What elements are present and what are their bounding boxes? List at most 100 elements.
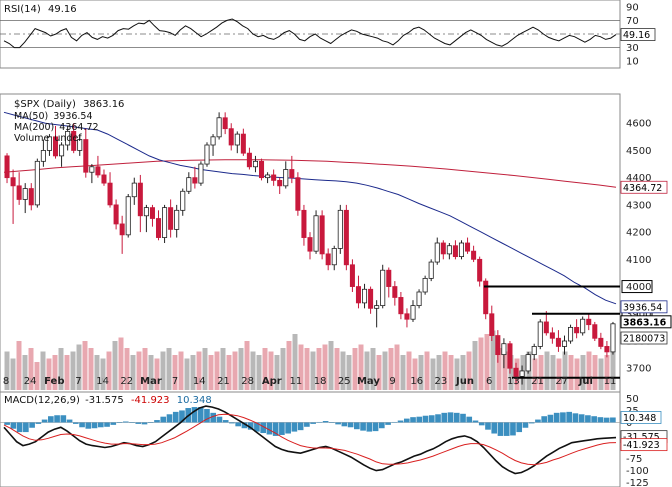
x-tick-label: 11 bbox=[290, 376, 303, 387]
candle-body bbox=[234, 133, 240, 146]
candle-body bbox=[107, 182, 113, 206]
price-tick-label: 4400 bbox=[626, 173, 651, 184]
macd-histogram-bar bbox=[441, 412, 448, 423]
candle-body bbox=[428, 261, 434, 279]
price-tick-label: 4100 bbox=[626, 255, 651, 266]
rsi-tick-label: 90 bbox=[626, 2, 639, 13]
candle-body bbox=[574, 326, 580, 334]
candle-body bbox=[592, 324, 598, 339]
volume-bar bbox=[214, 351, 220, 390]
candle-body bbox=[501, 343, 507, 356]
signal-value-tag: -41.923 bbox=[623, 440, 660, 451]
volume-bar bbox=[82, 341, 88, 390]
x-tick-label: 21 bbox=[531, 376, 544, 387]
candle-body bbox=[549, 332, 555, 339]
volume-bar bbox=[118, 337, 124, 390]
rsi-value: 49.16 bbox=[48, 4, 77, 15]
x-tick-label: 14 bbox=[193, 376, 206, 387]
volume-bar bbox=[178, 351, 184, 390]
volume-bar bbox=[106, 351, 112, 390]
candle-body bbox=[83, 139, 89, 173]
x-tick-label: 9 bbox=[389, 376, 395, 387]
candle-body bbox=[101, 174, 107, 184]
volume-bar bbox=[508, 355, 514, 390]
macd-histogram-bar bbox=[210, 412, 217, 423]
macd-histogram-bar bbox=[503, 422, 510, 436]
volume-bar bbox=[310, 351, 316, 390]
price-tick-label: 4300 bbox=[626, 200, 651, 211]
macd-histogram-bar bbox=[122, 421, 129, 423]
volume-bar bbox=[550, 355, 556, 390]
price-tick-label: 4200 bbox=[626, 228, 651, 239]
candle-body bbox=[307, 237, 313, 252]
macd-histogram-bar bbox=[460, 413, 466, 423]
macd-histogram-bar bbox=[41, 419, 48, 423]
volume-bar bbox=[10, 358, 16, 390]
x-tick-label: Jul bbox=[578, 376, 593, 387]
candle-body bbox=[580, 318, 586, 334]
macd-histogram-bar bbox=[403, 418, 410, 423]
x-tick-label: 6 bbox=[486, 376, 492, 387]
candle-body bbox=[28, 188, 34, 206]
candle-body bbox=[125, 196, 131, 236]
candle-body bbox=[343, 209, 349, 266]
candle-body bbox=[180, 190, 186, 211]
candle-body bbox=[446, 245, 452, 255]
candle-body bbox=[416, 291, 422, 307]
price-tick-label: 4000 bbox=[626, 282, 651, 293]
macd-histogram-bar bbox=[547, 414, 554, 423]
y-axis-ticks: 90 70 50 30 10 49.16 4600 4500 4400 4300 4200 4100 4… bbox=[620, 2, 672, 487]
volume-bar bbox=[28, 348, 34, 390]
x-tick-label: 14 bbox=[96, 376, 109, 387]
volume-bar bbox=[382, 351, 388, 390]
macd-histogram-bar bbox=[297, 422, 304, 431]
candle-body bbox=[204, 144, 210, 165]
macd-histogram-bar bbox=[266, 422, 273, 435]
volume-bar bbox=[280, 348, 286, 390]
candle-body bbox=[228, 128, 234, 146]
volume-bar bbox=[256, 355, 262, 390]
candle-body bbox=[337, 209, 343, 249]
candle-body bbox=[198, 163, 204, 184]
candle-body bbox=[71, 130, 77, 151]
macd-histogram-bar bbox=[428, 415, 435, 423]
macd-histogram-bar bbox=[110, 422, 117, 425]
volume-bar bbox=[430, 358, 436, 390]
macd-histogram-bar bbox=[572, 413, 579, 423]
macd-histogram-bar bbox=[591, 416, 597, 423]
macd-histogram-bar bbox=[522, 422, 529, 428]
macd-histogram-bar bbox=[535, 419, 541, 423]
volume-bar bbox=[124, 348, 130, 390]
candle-body bbox=[477, 258, 483, 282]
macd-histogram-bar bbox=[360, 422, 366, 431]
volume-bar bbox=[610, 351, 616, 390]
candle-body bbox=[301, 209, 307, 238]
candle-body bbox=[604, 346, 610, 353]
macd-histogram-bar bbox=[216, 416, 223, 423]
x-tick-label: Mar bbox=[140, 376, 162, 387]
macd-histogram-bar bbox=[91, 422, 98, 429]
volume-bar bbox=[448, 355, 454, 390]
volume-bar bbox=[376, 355, 382, 390]
macd-histogram-bar bbox=[10, 422, 17, 429]
volume-bar bbox=[328, 341, 334, 390]
rsi-tick-label: 30 bbox=[626, 43, 639, 54]
macd-histogram-bar bbox=[285, 422, 291, 434]
volume-bar bbox=[490, 330, 496, 390]
macd-histogram-bar bbox=[397, 420, 404, 423]
candle-body bbox=[283, 169, 289, 187]
macd-histogram-bar bbox=[410, 417, 416, 423]
candle-body bbox=[149, 207, 155, 219]
macd-histogram-bar bbox=[154, 420, 160, 423]
highlighted-tick-box bbox=[621, 280, 653, 294]
rsi-tick-label: 70 bbox=[626, 16, 639, 27]
macd-histogram-bar bbox=[166, 414, 173, 423]
macd-histogram-bar bbox=[235, 422, 242, 427]
macd-histogram-bar bbox=[279, 422, 285, 435]
macd-histogram-bar bbox=[422, 415, 429, 423]
volume-bar bbox=[604, 355, 610, 390]
candle-body bbox=[222, 117, 228, 130]
candle-body bbox=[22, 188, 28, 200]
volume-bar bbox=[40, 351, 46, 390]
candle-body bbox=[507, 343, 513, 369]
